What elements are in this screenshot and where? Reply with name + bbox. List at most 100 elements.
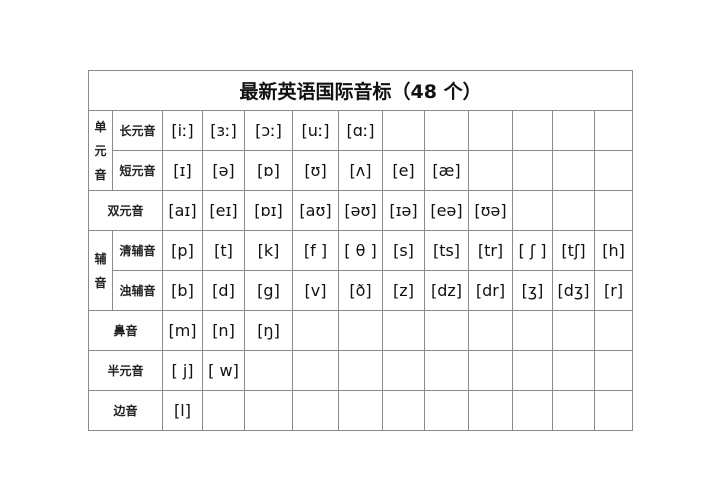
empty-cell (338, 310, 383, 351)
phonetic-symbol: [z] (382, 270, 425, 311)
phonetic-symbol: [ʒ] (512, 270, 553, 311)
phonetic-symbol: [əʊ] (338, 190, 383, 231)
group-label-text: 单元音 (94, 119, 107, 182)
row-label: 边音 (88, 390, 163, 431)
empty-cell (552, 390, 595, 431)
group-label-monophthong: 单元音 (88, 110, 113, 191)
empty-cell (512, 110, 553, 151)
phonetic-symbol: [g] (244, 270, 293, 311)
empty-cell (424, 390, 469, 431)
phonetic-symbol: [t] (202, 230, 245, 271)
phonetic-symbol: [f ] (292, 230, 339, 271)
empty-cell (593, 310, 634, 351)
empty-cell (338, 390, 383, 431)
phonetic-symbol: [eɪ] (202, 190, 245, 231)
phonetic-symbol: [ʊ] (292, 150, 339, 191)
phonetic-symbol: [dʒ] (552, 270, 595, 311)
table-row: 辅音 清辅音 [p] [t] [k] [f ][ θ ] [s] [ts] [tr][ ʃ ][… (88, 230, 634, 311)
phonetic-symbol: [aɪ] (162, 190, 203, 231)
empty-cell (244, 390, 293, 431)
table-row: 鼻音 [m] [n] [ŋ] (88, 310, 634, 351)
empty-cell (512, 350, 553, 391)
phonetic-symbol: [ɔː] (244, 110, 293, 151)
empty-cell (382, 350, 425, 391)
empty-cell (552, 150, 595, 191)
empty-cell (552, 350, 595, 391)
phonetic-symbol: [d] (202, 270, 245, 311)
empty-cell (244, 350, 293, 391)
empty-cell (593, 350, 634, 391)
empty-cell (424, 110, 469, 151)
phonetic-symbol: [eə] (424, 190, 469, 231)
phonetic-symbol: [ɪə] (382, 190, 425, 231)
phonetic-symbol: [h] (593, 230, 634, 271)
phonetic-symbol: [ w] (202, 350, 245, 391)
phonetic-symbol: [m] (162, 310, 203, 351)
phonetic-symbol: [ɑː] (338, 110, 383, 151)
row-label: 清辅音 (112, 230, 163, 271)
empty-cell (552, 110, 595, 151)
phonetic-symbol: [b] (162, 270, 203, 311)
row-label: 鼻音 (88, 310, 163, 351)
phonetic-symbol: [ə] (202, 150, 245, 191)
empty-cell (468, 390, 513, 431)
phonetic-symbol: [uː] (292, 110, 339, 151)
phonetic-symbol: [ɒɪ] (244, 190, 293, 231)
empty-cell (292, 310, 339, 351)
empty-cell (338, 350, 383, 391)
phonetic-symbol: [p] (162, 230, 203, 271)
empty-cell (424, 350, 469, 391)
phonetic-symbol: [æ] (424, 150, 469, 191)
group-label-text: 辅音 (94, 251, 107, 290)
empty-cell (468, 310, 513, 351)
phonetic-symbol: [ŋ] (244, 310, 293, 351)
table-row: 短元音 [ɪ] [ə] [ɒ] [ʊ] [ʌ] [e] [æ] (89, 150, 634, 191)
empty-cell (292, 350, 339, 391)
phonetic-symbol: [aʊ] (292, 190, 339, 231)
phonetic-symbol: [tʃ] (552, 230, 595, 271)
empty-cell (382, 310, 425, 351)
phonetic-symbol: [ ʃ ] (512, 230, 553, 271)
phonetic-symbol: [s] (382, 230, 425, 271)
table-row: 单元音 长元音 [iː] [ɜː] [ɔː] [uː] [ɑː] (88, 110, 634, 191)
phonetic-symbol: [l] (162, 390, 203, 431)
empty-cell (512, 390, 553, 431)
empty-cell (512, 150, 553, 191)
empty-cell (552, 310, 595, 351)
ipa-table: 最新英语国际音标（48 个） 单元音 长元音 [iː] [ɜː] [ɔː] [uː] [ɑː… (87, 70, 634, 431)
phonetic-symbol: [ɒ] (244, 150, 293, 191)
phonetic-symbol: [ts] (424, 230, 469, 271)
title-row: 最新英语国际音标（48 个） (87, 70, 634, 111)
empty-cell (424, 310, 469, 351)
empty-cell (512, 310, 553, 351)
phonetic-symbol: [ j] (162, 350, 203, 391)
empty-cell (512, 190, 553, 231)
empty-cell (593, 190, 634, 231)
phonetic-symbol: [ð] (338, 270, 383, 311)
table-row: 半元音[ j][ w] (88, 350, 634, 391)
row-label: 长元音 (112, 110, 163, 151)
phonetic-symbol: [ʊə] (468, 190, 513, 231)
phonetic-symbol: [k] (244, 230, 293, 271)
empty-cell (382, 110, 425, 151)
phonetic-symbol: [r] (593, 270, 634, 311)
table-row: 双元音 [aɪ] [eɪ] [ɒɪ] [aʊ] [əʊ] [ɪə] [eə] [ʊə] (88, 190, 634, 231)
phonetic-symbol: [n] (202, 310, 245, 351)
empty-cell (593, 110, 634, 151)
row-label: 半元音 (88, 350, 163, 391)
table-row: 边音 [l] (88, 390, 634, 431)
table-title: 最新英语国际音标（48 个） (87, 70, 634, 111)
empty-cell (552, 190, 595, 231)
table-row: 浊辅音 [b] [d] [g] [v] [ð] [z] [dz] [dr] [ʒ] [dʒ] [r] (89, 270, 634, 311)
empty-cell (202, 390, 245, 431)
row-label: 浊辅音 (112, 270, 163, 311)
empty-cell (593, 150, 634, 191)
phonetic-symbol: [iː] (162, 110, 203, 151)
empty-cell (468, 350, 513, 391)
empty-cell (382, 390, 425, 431)
phonetic-symbol: [e] (382, 150, 425, 191)
phonetic-symbol: [ɪ] (162, 150, 203, 191)
empty-cell (468, 110, 513, 151)
phonetic-symbol: [ʌ] (338, 150, 383, 191)
row-label: 双元音 (88, 190, 163, 231)
